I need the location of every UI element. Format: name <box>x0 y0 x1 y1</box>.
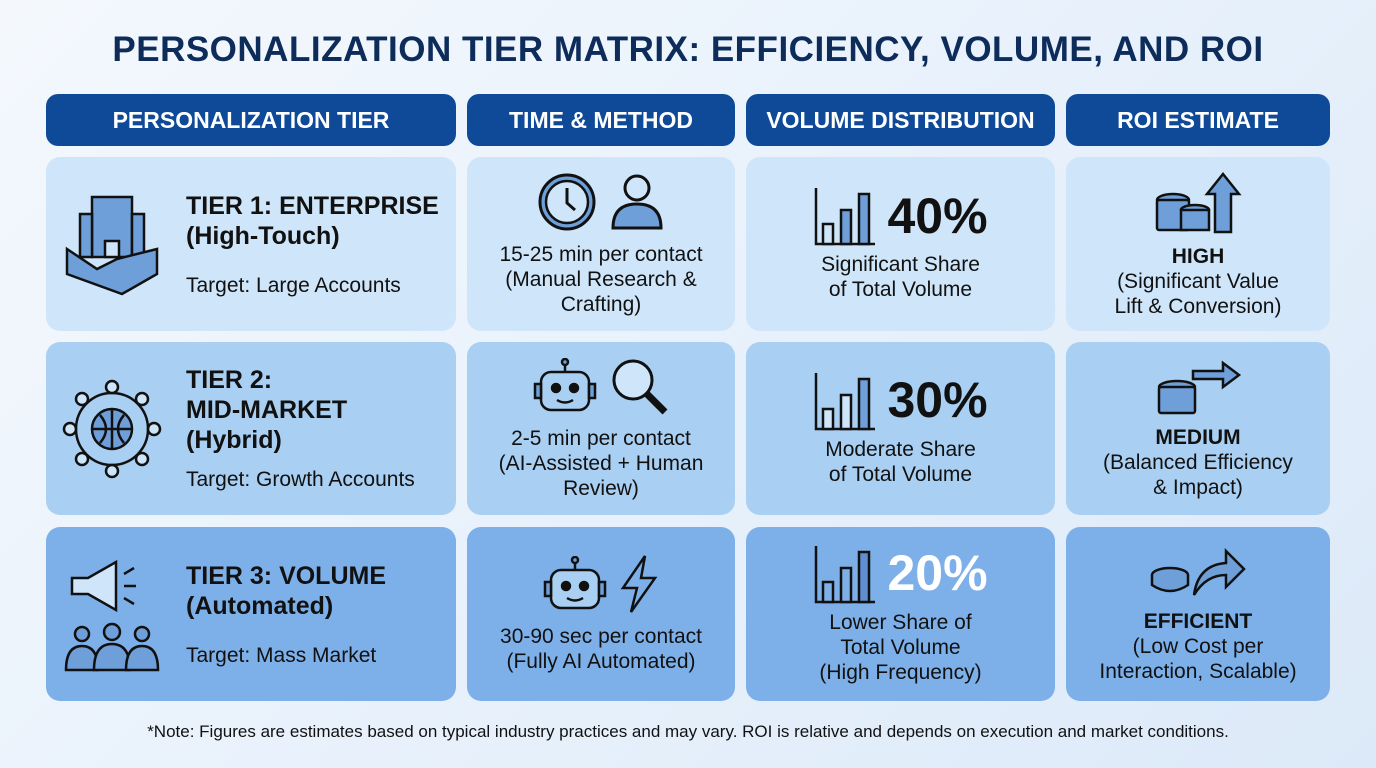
time-line: 30-90 sec per contact <box>500 625 702 648</box>
robot-icon <box>533 358 597 412</box>
tier-1-cell: TIER 1: ENTERPRISE (High-Touch) Target: … <box>46 157 456 331</box>
tier-name-line2: MID-MARKET <box>186 396 348 424</box>
time-line: 2-5 min per contact <box>511 427 691 450</box>
roi-line: (Significant Value <box>1117 269 1279 293</box>
volume-cell-2: 30% Moderate Share of Total Volume <box>746 342 1055 515</box>
roi-cell-2: MEDIUM (Balanced Efficiency & Impact) <box>1066 342 1330 515</box>
tier-subtitle: (High-Touch) <box>186 221 340 250</box>
page-title: PERSONALIZATION TIER MATRIX: EFFICIENCY,… <box>112 30 1264 69</box>
roi-line: (Low Cost per <box>1132 634 1264 658</box>
bar-chart-icon <box>815 188 876 246</box>
time-method-cell-2: 2-5 min per contact (AI-Assisted + Human… <box>467 342 735 515</box>
volume-percent: 20% <box>887 545 988 601</box>
roi-level: HIGH <box>1171 244 1225 268</box>
globe-network-icon <box>62 379 162 478</box>
tier-name: TIER 2: <box>186 366 273 394</box>
roi-level: EFFICIENT <box>1143 609 1253 633</box>
volume-line: of Total Volume <box>828 278 973 301</box>
header-roi-estimate: ROI ESTIMATE <box>1066 94 1330 146</box>
volume-line: of Total Volume <box>828 462 973 486</box>
roi-level: MEDIUM <box>1155 426 1241 449</box>
roi-line: Lift & Conversion) <box>1114 294 1282 318</box>
coin-curved-arrow-icon <box>1150 547 1246 596</box>
volume-line: (High Frequency) <box>819 660 982 684</box>
header-volume-distribution: VOLUME DISTRIBUTION <box>746 94 1055 146</box>
time-line: Crafting) <box>560 292 642 316</box>
header-time-method: TIME & METHOD <box>467 94 735 146</box>
tier-2-cell: TIER 2: MID-MARKET (Hybrid) Target: Grow… <box>46 342 456 515</box>
footnote: *Note: Figures are estimates based on ty… <box>147 722 1229 741</box>
volume-line: Moderate Share <box>825 437 976 461</box>
tier-subtitle: (Automated) <box>186 591 334 620</box>
bar-chart-icon <box>815 372 876 430</box>
megaphone-crowd-icon <box>64 559 160 672</box>
time-line: 15-25 min per contact <box>499 242 703 266</box>
lightning-icon <box>620 555 658 613</box>
volume-cell-3: 20% Lower Share of Total Volume (High Fr… <box>746 527 1055 701</box>
person-icon <box>611 174 663 229</box>
building-handshake-icon <box>65 195 159 296</box>
tier-name: TIER 3: VOLUME <box>186 561 387 590</box>
roi-cell-1: HIGH (Significant Value Lift & Conversio… <box>1066 157 1330 331</box>
time-line: (Fully AI Automated) <box>506 650 696 673</box>
tier-3-cell: TIER 3: VOLUME (Automated) Target: Mass … <box>46 527 456 701</box>
magnifier-icon <box>612 359 668 415</box>
coins-arrow-up-icon <box>1155 171 1242 233</box>
volume-cell-1: 40% Significant Share of Total Volume <box>746 157 1055 331</box>
header-personalization-tier: PERSONALIZATION TIER <box>46 94 456 146</box>
volume-percent: 40% <box>887 187 988 244</box>
tier-target: Target: Growth Accounts <box>186 468 415 491</box>
coins-arrow-right-icon <box>1157 360 1242 415</box>
tier-name: TIER 1: ENTERPRISE <box>186 191 439 220</box>
roi-cell-3: EFFICIENT (Low Cost per Interaction, Sca… <box>1066 527 1330 701</box>
volume-percent: 30% <box>887 372 988 428</box>
tier-target: Target: Mass Market <box>186 643 377 667</box>
roi-line: & Impact) <box>1153 476 1243 499</box>
tier-subtitle: (Hybrid) <box>186 426 282 454</box>
time-line: Review) <box>563 477 639 500</box>
time-method-cell-3: 30-90 sec per contact (Fully AI Automate… <box>467 527 735 701</box>
time-line: (Manual Research & <box>505 267 697 291</box>
bar-chart-icon <box>815 545 876 603</box>
volume-line: Lower Share of <box>829 610 972 634</box>
roi-line: Interaction, Scalable) <box>1099 659 1297 683</box>
time-method-cell-1: 15-25 min per contact (Manual Research &… <box>467 157 735 331</box>
robot-icon <box>543 556 607 610</box>
time-line: (AI-Assisted + Human <box>498 452 704 475</box>
roi-line: (Balanced Efficiency <box>1103 451 1293 474</box>
clock-icon <box>538 173 596 230</box>
volume-line: Total Volume <box>840 635 961 659</box>
tier-target: Target: Large Accounts <box>186 273 401 297</box>
volume-line: Significant Share <box>821 253 980 276</box>
